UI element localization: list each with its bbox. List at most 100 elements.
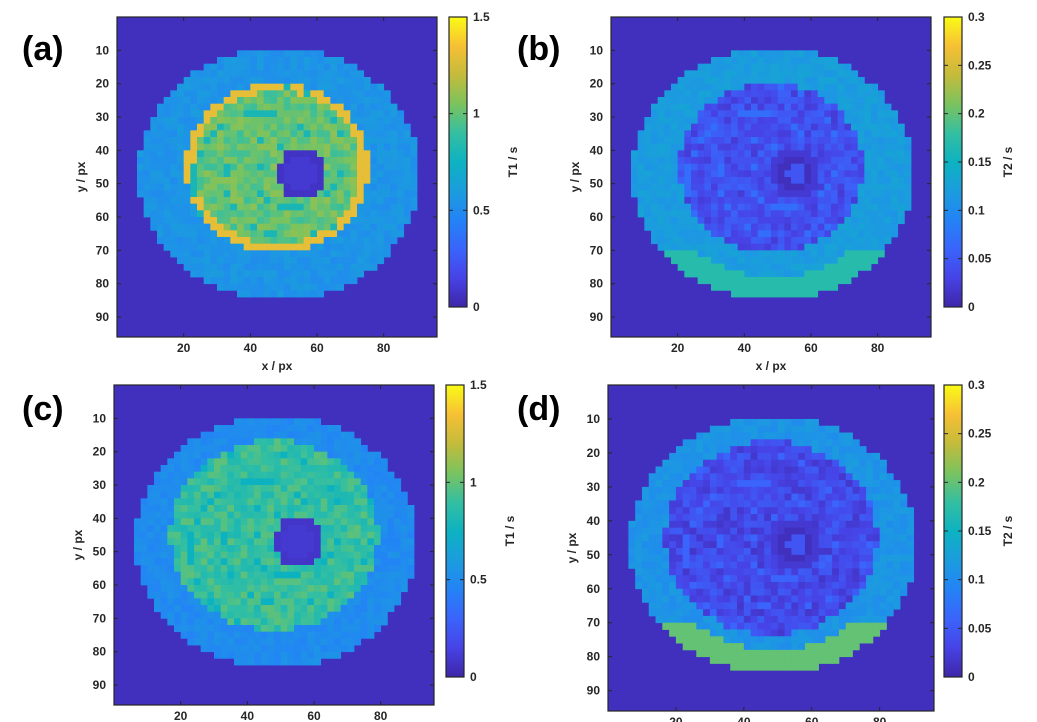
heatmap-cell: [350, 83, 358, 91]
heatmap-cell: [677, 190, 685, 198]
heatmap-cell: [824, 277, 832, 285]
heatmap-cell: [363, 143, 371, 151]
heatmap-cell: [143, 157, 151, 165]
heatmap-cell: [691, 237, 699, 245]
heatmap-cell: [237, 197, 245, 205]
heatmap-cell: [163, 237, 171, 245]
heatmap-cell: [230, 103, 238, 111]
heatmap-cell: [290, 130, 298, 138]
heatmap-cell: [334, 538, 342, 546]
heatmap-cell: [287, 651, 295, 659]
heatmap-cell: [697, 170, 705, 178]
heatmap-cell: [709, 548, 718, 556]
heatmap-cell: [689, 514, 697, 522]
heatmap-cell: [791, 50, 799, 58]
heatmap-cell: [825, 609, 833, 617]
heatmap-cell: [757, 548, 765, 556]
heatmap-cell: [240, 451, 248, 459]
heatmap-cell: [207, 598, 215, 606]
heatmap-cell: [824, 270, 832, 278]
heatmap-cell: [777, 418, 785, 427]
heatmap-cell: [197, 197, 205, 205]
heatmap-cell: [884, 137, 892, 145]
heatmap-cell: [180, 471, 188, 479]
heatmap-cell: [791, 439, 799, 447]
heatmap-cell: [731, 70, 739, 78]
heatmap-cell: [784, 609, 792, 617]
heatmap-cell: [170, 117, 178, 125]
heatmap-cell: [771, 500, 779, 508]
heatmap-cell: [177, 257, 185, 265]
heatmap-cell: [187, 625, 195, 633]
heatmap-cell: [662, 595, 670, 603]
heatmap-cell: [877, 177, 885, 185]
heatmap-cell: [334, 625, 342, 633]
heatmap-cell: [691, 223, 699, 231]
heatmap-cell: [677, 183, 685, 191]
heatmap-cell: [757, 123, 765, 131]
heatmap-cell: [400, 538, 408, 546]
heatmap-cell: [223, 277, 231, 285]
heatmap-cell: [197, 150, 205, 158]
heatmap-cell: [180, 478, 188, 486]
heatmap-cell: [317, 83, 325, 91]
heatmap-cell: [886, 554, 894, 562]
heatmap-cell: [270, 83, 278, 91]
heatmap-cell: [267, 485, 275, 493]
heatmap-cell: [757, 190, 765, 198]
heatmap-cell: [750, 452, 758, 461]
heatmap-cell: [354, 591, 362, 599]
heatmap-cell: [723, 575, 731, 583]
heatmap-cell: [247, 491, 255, 499]
heatmap-cell: [274, 438, 282, 446]
heatmap-cell: [234, 525, 242, 533]
heatmap-cell: [300, 458, 308, 466]
heatmap-cell: [717, 63, 725, 71]
heatmap-cell: [777, 130, 785, 138]
heatmap-cell: [280, 611, 288, 619]
heatmap-cell: [300, 478, 308, 486]
heatmap-cell: [831, 217, 839, 225]
heatmap-cell: [257, 50, 265, 58]
heatmap-cell: [777, 117, 785, 125]
heatmap-cell: [343, 70, 351, 78]
heatmap-cell: [150, 177, 158, 185]
x-tick-label: 80: [374, 709, 388, 722]
heatmap-cell: [832, 548, 840, 556]
heatmap-cell: [394, 478, 402, 486]
heatmap-cell: [194, 458, 202, 466]
heatmap-cell: [320, 518, 328, 526]
heatmap-cell: [290, 190, 298, 198]
heatmap-cell: [784, 439, 792, 447]
heatmap-cell: [724, 117, 732, 125]
heatmap-cell: [684, 157, 692, 165]
heatmap-cell: [320, 465, 328, 473]
heatmap-cell: [684, 237, 692, 245]
heatmap-cell: [187, 458, 195, 466]
heatmap-cell: [354, 505, 362, 513]
heatmap-cell: [257, 203, 265, 211]
heatmap-cell: [254, 445, 262, 453]
heatmap-cell: [260, 418, 268, 426]
heatmap-cell: [243, 123, 251, 131]
heatmap-cell: [230, 110, 238, 118]
heatmap-cell: [210, 257, 218, 265]
heatmap-cell: [257, 250, 265, 258]
heatmap-cell: [210, 110, 218, 118]
heatmap-cell: [777, 50, 785, 58]
heatmap-cell: [657, 177, 665, 185]
heatmap-cell: [904, 183, 912, 191]
heatmap-cell: [703, 568, 711, 576]
heatmap-cell: [904, 190, 912, 198]
heatmap-cell: [227, 565, 235, 573]
heatmap-cell: [387, 571, 395, 579]
heatmap-cell: [744, 77, 752, 85]
heatmap-cell: [387, 598, 395, 606]
heatmap-cell: [657, 183, 665, 191]
heatmap-cell: [207, 458, 215, 466]
heatmap-cell: [374, 545, 382, 553]
heatmap-cell: [190, 197, 198, 205]
heatmap-cell: [798, 486, 806, 495]
heatmap-cell: [845, 486, 853, 495]
